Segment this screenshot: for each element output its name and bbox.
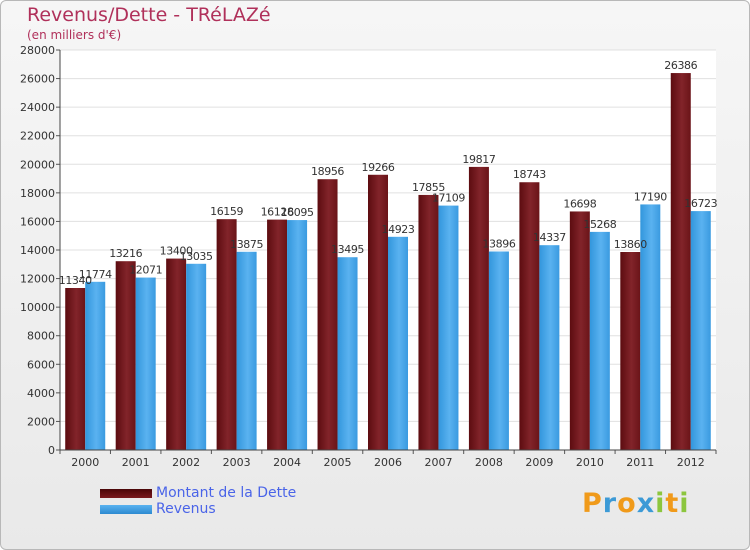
y-tick-label: 14000 bbox=[20, 244, 55, 257]
value-label-dette: 16159 bbox=[210, 205, 243, 218]
bar-revenus bbox=[589, 231, 610, 450]
value-label-dette: 13860 bbox=[614, 238, 647, 251]
y-tick-label: 24000 bbox=[20, 101, 55, 114]
value-label-dette: 16128 bbox=[261, 206, 294, 219]
x-tick-label: 2005 bbox=[324, 456, 352, 469]
value-label-dette: 19817 bbox=[462, 153, 495, 166]
x-tick-label: 2006 bbox=[374, 456, 402, 469]
bar-revenus bbox=[186, 263, 207, 450]
bar-dette bbox=[166, 258, 187, 450]
value-label-revenus: 13035 bbox=[180, 250, 213, 263]
value-label-dette: 16698 bbox=[563, 197, 596, 210]
logo-letter: t bbox=[665, 488, 680, 519]
logo-letter: P bbox=[582, 488, 603, 519]
y-tick-label: 22000 bbox=[20, 130, 55, 143]
logo-letter: o bbox=[617, 488, 637, 519]
bar-revenus bbox=[287, 220, 308, 450]
y-tick-label: 8000 bbox=[27, 330, 55, 343]
y-tick-label: 28000 bbox=[20, 44, 55, 57]
bar-dette bbox=[620, 252, 641, 450]
y-tick-label: 10000 bbox=[20, 301, 55, 314]
value-label-revenus: 13495 bbox=[331, 243, 364, 256]
value-label-dette: 13400 bbox=[160, 245, 193, 258]
bar-revenus bbox=[539, 245, 560, 450]
bar-revenus bbox=[488, 251, 509, 450]
value-label-revenus: 12071 bbox=[129, 264, 162, 277]
y-tick-label: 16000 bbox=[20, 215, 55, 228]
y-tick-label: 2000 bbox=[27, 415, 55, 428]
x-tick-label: 2010 bbox=[576, 456, 604, 469]
bar-dette bbox=[418, 194, 439, 450]
legend-label-revenus: Revenus bbox=[156, 501, 216, 517]
x-tick-label: 2004 bbox=[273, 456, 301, 469]
bar-dette bbox=[115, 261, 136, 450]
legend-swatch-revenus bbox=[100, 505, 152, 514]
logo-letter: i bbox=[679, 488, 690, 519]
bar-dette bbox=[216, 219, 237, 450]
y-tick-label: 6000 bbox=[27, 358, 55, 371]
logo-letter: r bbox=[602, 488, 618, 519]
bar-dette bbox=[267, 219, 288, 450]
proxiti-logo: Proxiti bbox=[582, 488, 690, 519]
x-tick-label: 2001 bbox=[122, 456, 150, 469]
value-label-dette: 26386 bbox=[664, 59, 697, 72]
value-label-revenus: 16723 bbox=[684, 197, 717, 210]
chart-subtitle: (en milliers d'€) bbox=[27, 28, 122, 42]
x-tick-label: 2009 bbox=[525, 456, 553, 469]
y-tick-label: 4000 bbox=[27, 387, 55, 400]
value-label-revenus: 15268 bbox=[583, 218, 616, 231]
value-label-dette: 18956 bbox=[311, 165, 344, 178]
y-tick-label: 12000 bbox=[20, 273, 55, 286]
x-tick-label: 2012 bbox=[677, 456, 705, 469]
bar-dette bbox=[569, 211, 590, 450]
y-tick-label: 26000 bbox=[20, 73, 55, 86]
y-tick-label: 18000 bbox=[20, 187, 55, 200]
bar-revenus bbox=[690, 211, 711, 450]
y-tick-label: 20000 bbox=[20, 158, 55, 171]
value-label-revenus: 14337 bbox=[533, 231, 566, 244]
bar-dette bbox=[317, 179, 338, 450]
x-tick-label: 2000 bbox=[71, 456, 99, 469]
value-label-revenus: 17190 bbox=[634, 190, 667, 203]
bar-revenus bbox=[337, 257, 358, 450]
value-label-dette: 19266 bbox=[362, 161, 395, 174]
bar-revenus bbox=[640, 204, 661, 450]
value-label-dette: 11340 bbox=[59, 274, 92, 287]
value-label-revenus: 17109 bbox=[432, 192, 465, 205]
value-label-revenus: 16095 bbox=[281, 206, 314, 219]
value-label-dette: 17855 bbox=[412, 181, 445, 194]
value-label-revenus: 13896 bbox=[482, 237, 515, 250]
x-tick-label: 2011 bbox=[626, 456, 654, 469]
legend-label-dette: Montant de la Dette bbox=[156, 485, 297, 501]
bar-revenus bbox=[236, 251, 257, 450]
x-tick-label: 2002 bbox=[172, 456, 200, 469]
axes-layer: 0 2000 4000 6000 8000 10000 12000 14000 16000 180… bbox=[20, 44, 717, 469]
x-tick-label: 2008 bbox=[475, 456, 503, 469]
bar-dette bbox=[670, 73, 691, 451]
value-label-dette: 13216 bbox=[109, 247, 142, 260]
bar-dette bbox=[519, 182, 540, 450]
bar-revenus bbox=[438, 205, 459, 450]
value-label-revenus: 14923 bbox=[382, 223, 415, 236]
chart-title: Revenus/Dette - TRéLAZé bbox=[27, 4, 271, 26]
bar-dette bbox=[368, 174, 388, 450]
bar-revenus bbox=[85, 281, 106, 450]
bar-revenus bbox=[135, 277, 156, 450]
legend-swatch-dette bbox=[100, 489, 152, 498]
bars-layer bbox=[65, 73, 711, 451]
bar-revenus bbox=[388, 236, 408, 450]
value-label-revenus: 11774 bbox=[79, 268, 112, 281]
y-tick-label: 0 bbox=[48, 444, 55, 457]
x-tick-label: 2003 bbox=[223, 456, 251, 469]
bar-dette bbox=[468, 166, 489, 450]
logo-letter: x bbox=[636, 488, 656, 519]
bar-dette bbox=[65, 288, 86, 450]
logo-letter: i bbox=[655, 488, 666, 519]
value-label-revenus: 13875 bbox=[230, 238, 263, 251]
x-tick-label: 2007 bbox=[424, 456, 452, 469]
value-label-dette: 18743 bbox=[513, 168, 546, 181]
